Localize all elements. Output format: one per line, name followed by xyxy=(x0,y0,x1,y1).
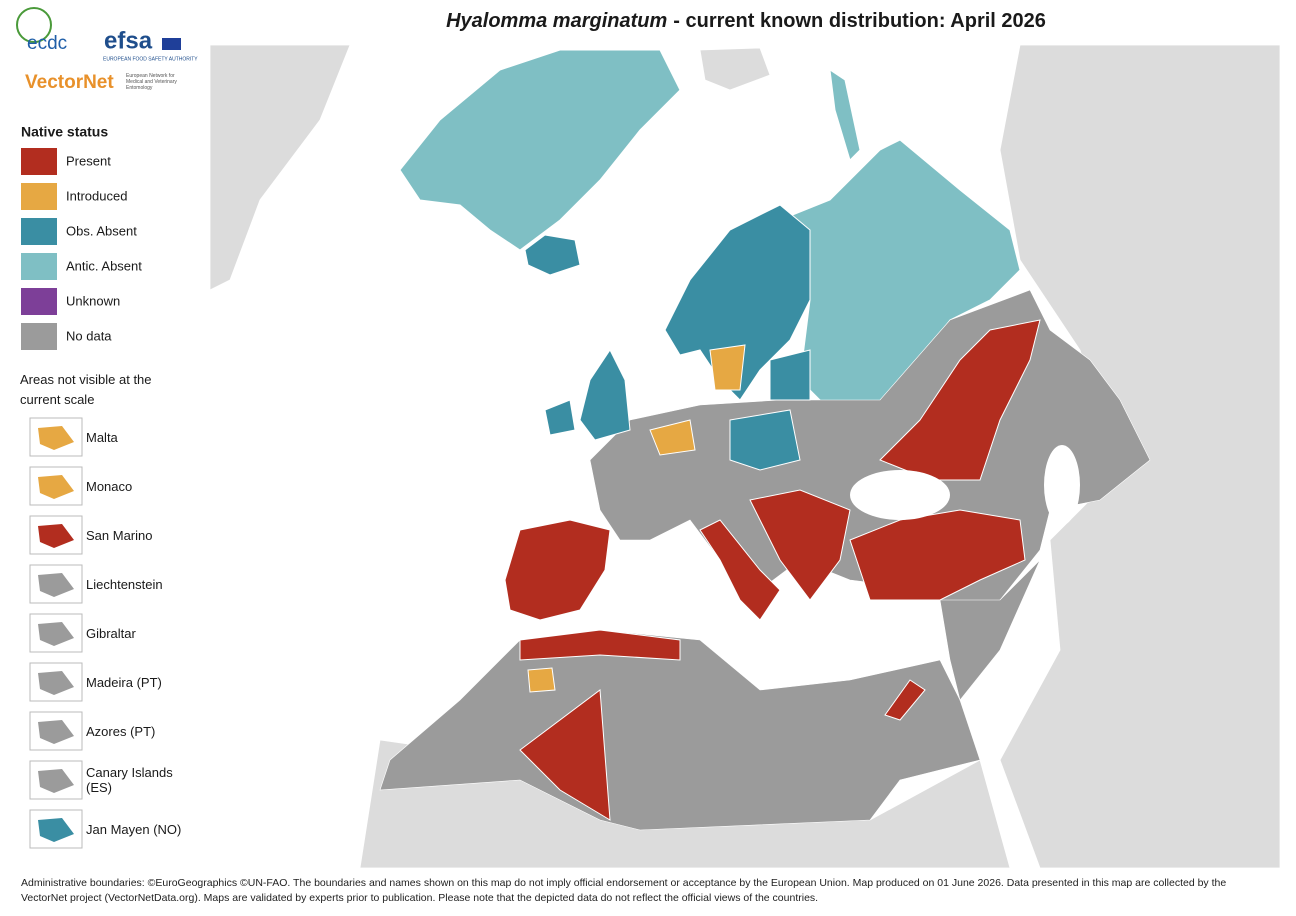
footer: Administrative boundaries: ©EuroGeograph… xyxy=(21,877,1227,904)
ecdc-globe xyxy=(16,7,52,43)
legend-swatch xyxy=(21,218,57,245)
small-area-shape xyxy=(38,524,74,548)
small-area-label: Canary Islands (ES) xyxy=(86,765,173,795)
small-area-label-box: Azores (PT) xyxy=(86,723,156,739)
small-area-label: Madeira (PT) xyxy=(86,674,162,690)
scandinavia xyxy=(664,204,811,401)
algeria-south xyxy=(519,689,611,821)
efsa-subtitle: EUROPEAN FOOD SAFETY AUTHORITY xyxy=(103,56,198,62)
small-area-label: Jan Mayen (NO) xyxy=(86,821,182,837)
legend-swatch xyxy=(21,253,57,280)
vectornet-subtitle: European Network for Medical and Veterin… xyxy=(126,73,177,91)
maghreb-coast xyxy=(519,629,681,661)
small-area-label-box: San Marino xyxy=(86,527,153,543)
egypt-spot xyxy=(884,679,926,721)
small-area-shape xyxy=(38,426,74,450)
small-areas-title-box: Areas not visible at the current scale xyxy=(20,372,152,407)
north-america xyxy=(209,44,351,291)
greenland xyxy=(399,49,681,251)
sweden-south xyxy=(709,344,746,391)
small-area-shape xyxy=(38,622,74,646)
ecdc-logo: ecdc xyxy=(27,33,67,54)
legend-label: Obs. Absent xyxy=(66,223,137,238)
small-area-shape xyxy=(38,818,74,842)
south-russia xyxy=(879,319,1041,481)
small-area-label: Monaco xyxy=(86,478,133,494)
title-species: Hyalomma marginatum xyxy=(446,10,667,32)
small-area-label: Liechtenstein xyxy=(86,576,163,592)
legend-swatch xyxy=(21,323,57,350)
legend-label: Introduced xyxy=(66,188,127,203)
logos: ecdc efsa EUROPEAN FOOD SAFETY AUTHORITY… xyxy=(16,7,198,93)
small-area-shape xyxy=(38,573,74,597)
black-sea xyxy=(850,470,950,520)
legend-label: Antic. Absent xyxy=(66,258,142,273)
legend-title: Native status xyxy=(21,124,108,140)
legend-swatch xyxy=(21,183,57,210)
small-area-shape xyxy=(38,671,74,695)
small-area-label-box: Gibraltar xyxy=(86,625,136,641)
map xyxy=(209,44,1281,869)
caspian-sea xyxy=(1044,445,1080,525)
middle-east xyxy=(939,559,1041,701)
vectornet-subtitle-box: European Network for Medical and Veterin… xyxy=(126,73,177,91)
small-area-shape xyxy=(38,720,74,744)
svalbard xyxy=(699,47,771,91)
iberia xyxy=(504,519,611,621)
legend-label: Unknown xyxy=(66,293,120,308)
small-area-label: Malta xyxy=(86,429,118,445)
small-areas: Malta Monaco San Marino Liechtenstein Gibral… xyxy=(29,417,182,849)
italy xyxy=(699,519,781,621)
small-area-label-box: Canary Islands (ES) xyxy=(86,765,173,795)
small-area-label: Gibraltar xyxy=(86,625,136,641)
small-area-shape xyxy=(38,475,74,499)
efsa-logo: efsa xyxy=(104,27,153,54)
britain xyxy=(579,349,631,441)
balkans xyxy=(749,489,851,601)
baltics xyxy=(769,349,811,401)
novaya-zemlya xyxy=(829,68,861,161)
netherlands xyxy=(649,419,696,456)
small-area-label: San Marino xyxy=(86,527,153,543)
legend-swatch xyxy=(21,288,57,315)
poland xyxy=(729,409,801,471)
title: Hyalomma marginatum - current known distr… xyxy=(446,10,1046,32)
small-area-label: Azores (PT) xyxy=(86,723,156,739)
small-area-label-box: Jan Mayen (NO) xyxy=(86,821,182,837)
legend-label: Present xyxy=(66,153,111,168)
algeria-spot xyxy=(527,667,556,693)
legend: Present Introduced Obs. Absent Antic. Absen… xyxy=(21,148,142,350)
small-areas-title: Areas not visible at the current scale xyxy=(20,372,152,407)
legend-swatch xyxy=(21,148,57,175)
small-area-label-box: Monaco xyxy=(86,478,133,494)
eu-flag xyxy=(162,38,181,50)
small-area-label-box: Liechtenstein xyxy=(86,576,163,592)
vectornet-logo: VectorNet xyxy=(25,72,114,93)
legend-label: No data xyxy=(66,328,112,343)
ireland xyxy=(544,399,576,436)
iceland xyxy=(524,234,581,276)
small-area-shape xyxy=(38,769,74,793)
small-area-label-box: Malta xyxy=(86,429,118,445)
title-rest: - current known distribution: April 2026 xyxy=(673,10,1046,32)
small-area-label-box: Madeira (PT) xyxy=(86,674,162,690)
